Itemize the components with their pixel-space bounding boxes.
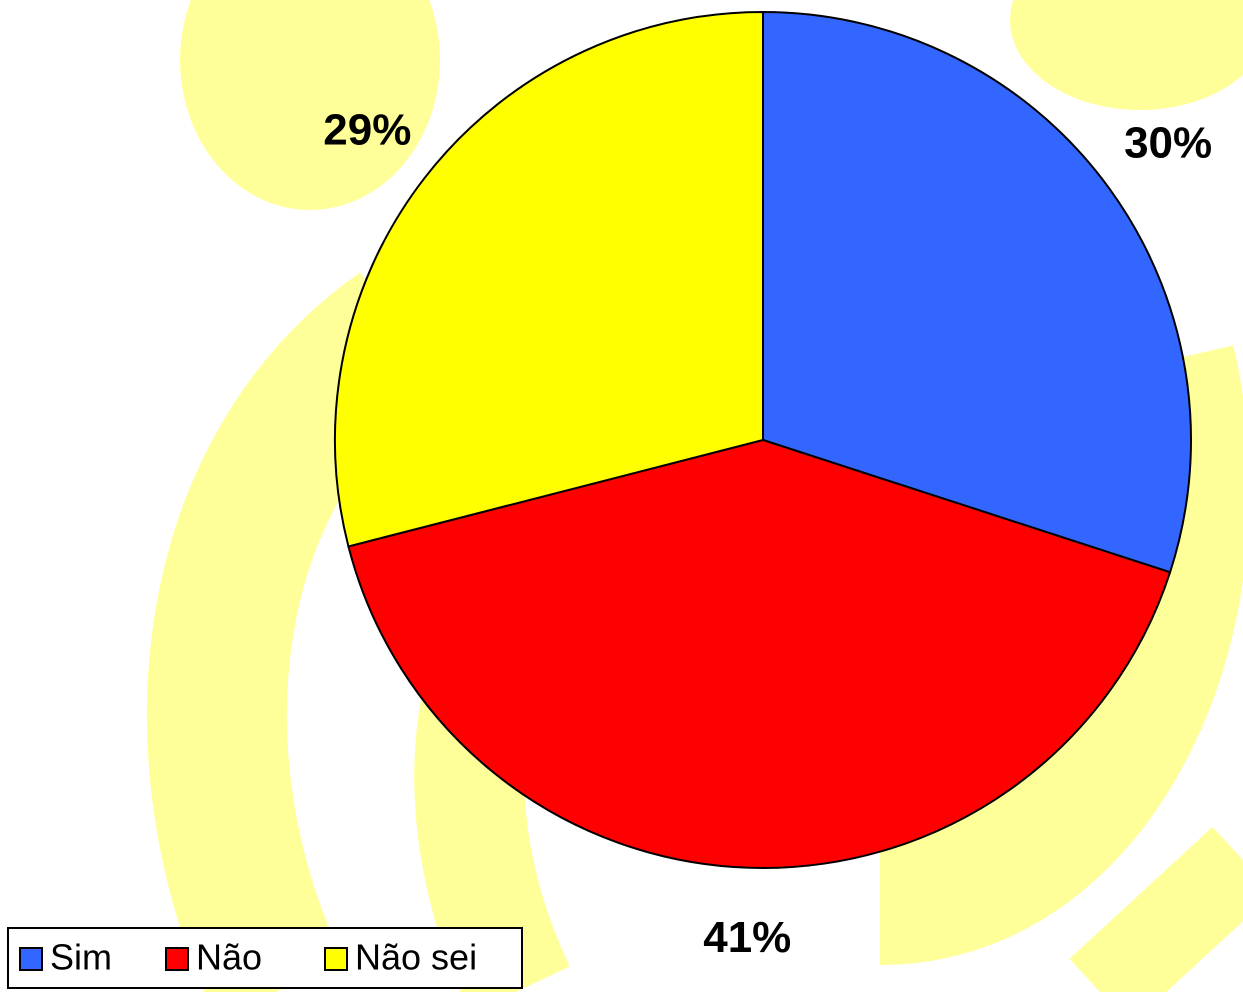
legend-box [7,927,523,989]
data-label: 30% [1124,118,1212,167]
legend-label: Não [196,937,262,978]
data-label: 41% [703,913,791,962]
data-label: 29% [323,106,411,155]
legend-swatch [324,947,348,971]
legend-label: Sim [50,937,112,978]
legend-swatch [19,947,43,971]
pie-slice [762,10,1192,574]
legend-swatch [165,947,189,971]
pie-slice [334,10,764,548]
legend-label: Não sei [355,937,477,978]
pie-slice [347,438,1172,869]
pie: 30% 41% 29% [323,10,1212,962]
legend: Sim Não Não sei [19,937,477,978]
